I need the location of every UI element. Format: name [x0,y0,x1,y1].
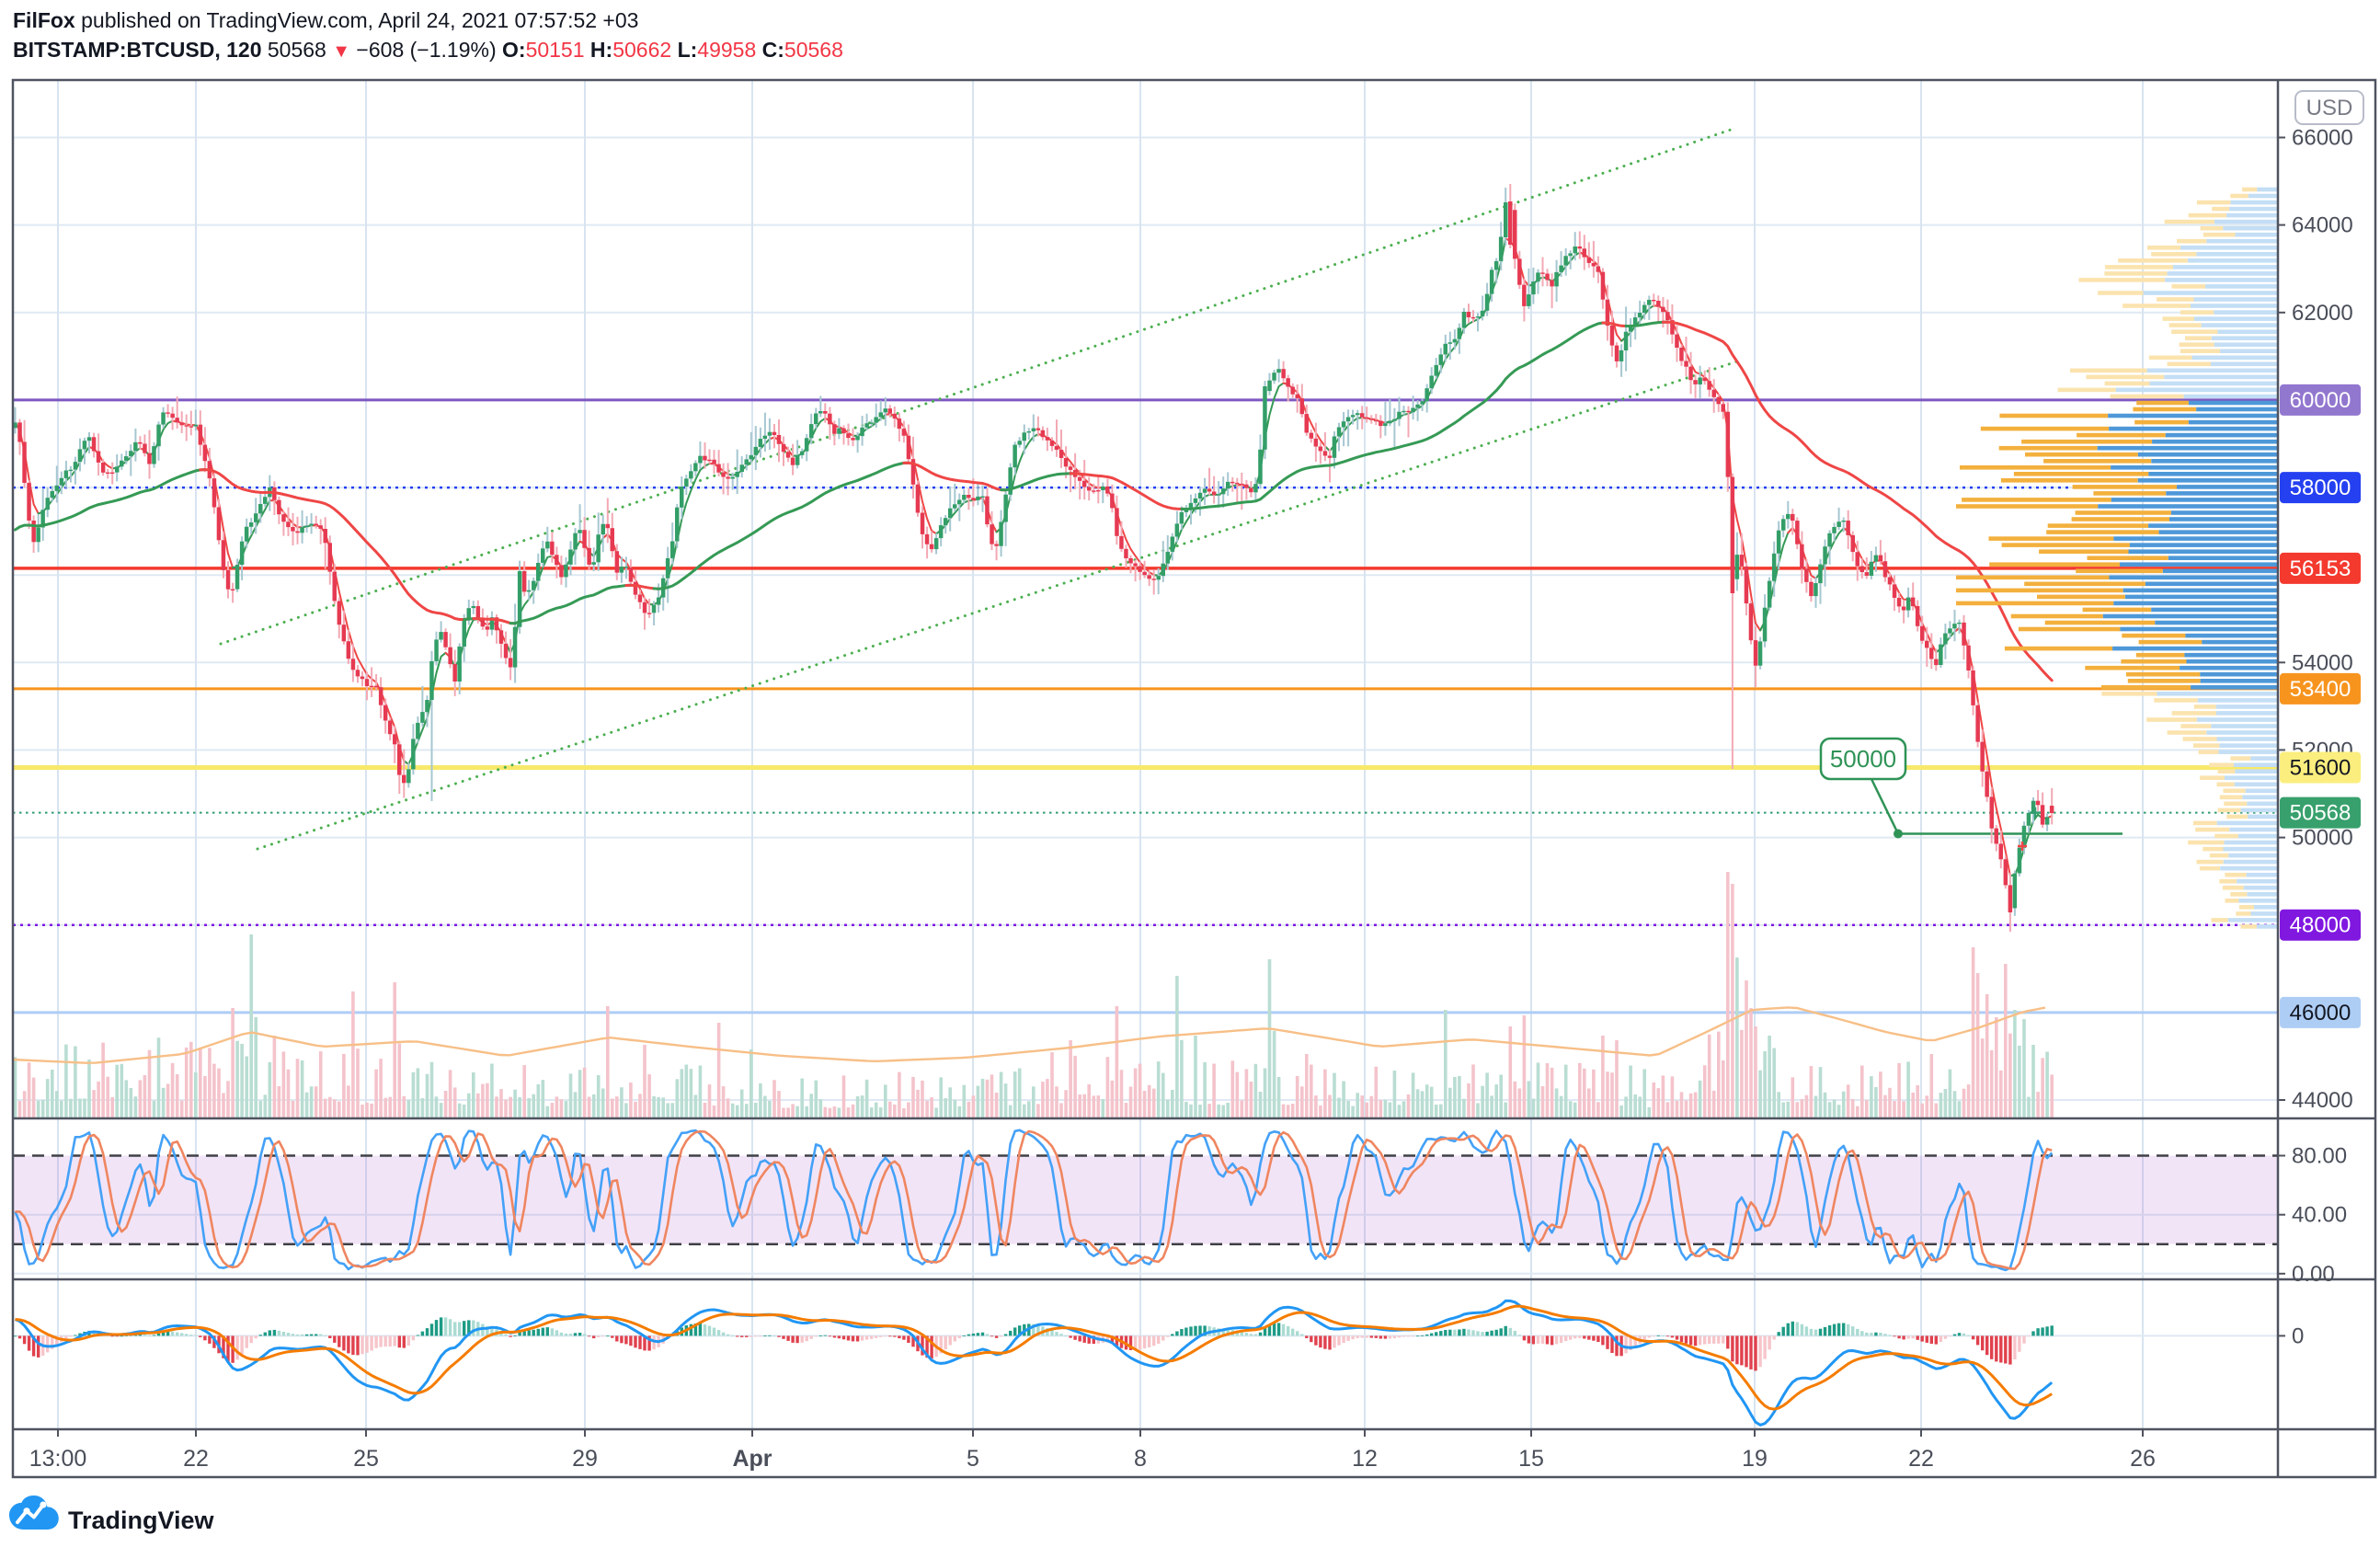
svg-text:0.00: 0.00 [2292,1262,2335,1287]
svg-text:48000: 48000 [2290,913,2351,938]
svg-text:44000: 44000 [2292,1088,2353,1113]
svg-text:22: 22 [1908,1446,1934,1472]
svg-text:50000: 50000 [2292,826,2353,851]
svg-text:64000: 64000 [2292,213,2353,238]
svg-text:53400: 53400 [2290,677,2351,702]
svg-text:56153: 56153 [2290,556,2351,581]
svg-text:62000: 62000 [2292,301,2353,326]
svg-text:19: 19 [1742,1446,1768,1472]
svg-text:FilFox published on TradingVie: FilFox published on TradingView.com, Apr… [13,8,638,32]
svg-text:54000: 54000 [2292,650,2353,675]
svg-text:USD: USD [2306,96,2353,120]
svg-text:15: 15 [1518,1446,1544,1472]
svg-text:25: 25 [353,1446,379,1472]
svg-text:66000: 66000 [2292,126,2353,151]
svg-text:13:00: 13:00 [29,1446,87,1472]
svg-text:60000: 60000 [2290,388,2351,413]
svg-text:12: 12 [1352,1446,1378,1472]
svg-text:22: 22 [183,1446,209,1472]
svg-text:BITSTAMP:BTCUSD, 120 50568 ▼ −: BITSTAMP:BTCUSD, 120 50568 ▼ −608 (−1.19… [13,38,843,62]
svg-text:0: 0 [2292,1324,2304,1348]
svg-text:50568: 50568 [2290,801,2351,826]
svg-text:80.00: 80.00 [2292,1144,2347,1169]
svg-text:50000: 50000 [1830,745,1896,773]
svg-text:5: 5 [967,1446,979,1472]
svg-text:8: 8 [1134,1446,1147,1472]
svg-text:58000: 58000 [2290,476,2351,500]
svg-text:TradingView: TradingView [68,1507,215,1534]
svg-text:46000: 46000 [2290,1001,2351,1026]
svg-text:40.00: 40.00 [2292,1203,2347,1228]
svg-text:Apr: Apr [732,1446,772,1472]
svg-text:29: 29 [572,1446,598,1472]
svg-text:26: 26 [2130,1446,2156,1472]
svg-text:51600: 51600 [2290,756,2351,781]
